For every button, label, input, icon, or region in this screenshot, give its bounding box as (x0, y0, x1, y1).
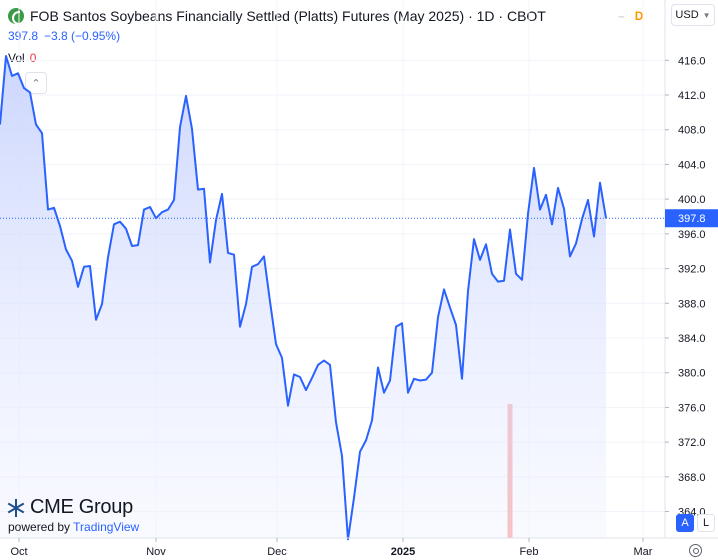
chart-header: FOB Santos Soybeans Financially Settled … (8, 6, 546, 26)
y-tick-label: 384.0 (678, 333, 706, 345)
powered-by: powered by TradingView (8, 520, 139, 534)
volume-value: 0 (29, 51, 37, 65)
chevron-down-icon: ▼ (702, 10, 711, 20)
log-scale-button[interactable]: L (697, 514, 715, 532)
market-status-icon[interactable]: – (618, 9, 625, 23)
y-tick-label: 372.0 (678, 437, 706, 449)
currency-label: USD (675, 9, 699, 21)
last-price: 397.8 (8, 29, 39, 43)
symbol-logo-icon (8, 8, 24, 25)
cme-logo-text: CME Group (30, 496, 133, 518)
header-icons: – D (618, 9, 643, 23)
symbol-title[interactable]: FOB Santos Soybeans Financially Settled … (30, 8, 546, 24)
volume-label: Vol (8, 51, 25, 65)
y-tick-label: 404.0 (678, 159, 706, 171)
tradingview-link[interactable]: TradingView (73, 520, 140, 534)
currency-select[interactable]: USD ▼ (671, 4, 715, 26)
settings-gear-icon[interactable] (689, 544, 702, 557)
y-tick-label: 416.0 (678, 55, 706, 67)
x-tick-label: Mar (634, 546, 653, 558)
y-tick-label: 388.0 (678, 298, 706, 310)
cme-logo-icon (7, 498, 25, 517)
time-axis[interactable]: Oct Nov Dec 2025 Feb Mar (10, 538, 653, 558)
last-price-tag-label: 397.8 (678, 213, 706, 225)
price-area-fill (0, 56, 606, 540)
auto-scale-button[interactable]: A (676, 514, 694, 532)
collapse-legend-button[interactable]: ⌃ (25, 72, 47, 94)
delayed-data-badge[interactable]: D (634, 9, 644, 23)
y-tick-label: 400.0 (678, 194, 706, 206)
last-price-tag-box (665, 209, 718, 228)
y-tick-label: 412.0 (678, 90, 706, 102)
cme-group-logo: CME Group (7, 496, 133, 519)
y-tick-label: 396.0 (678, 229, 706, 241)
y-tick-label: 376.0 (678, 402, 706, 414)
last-price-tag: 397.8 (665, 209, 718, 228)
y-tick-label: 380.0 (678, 368, 706, 380)
price-readout: 397.8 −3.8 (−0.95%) (8, 29, 120, 43)
volume-legend: Vol 0 (8, 51, 36, 65)
price-change: −3.8 (−0.95%) (44, 29, 121, 43)
x-tick-label: 2025 (391, 546, 415, 558)
x-tick-label: Nov (146, 546, 166, 558)
y-tick-label: 408.0 (678, 125, 706, 137)
y-tick-label: 368.0 (678, 472, 706, 484)
x-tick-label: Oct (10, 546, 27, 558)
x-tick-label: Dec (267, 546, 287, 558)
price-axis[interactable]: 364.0368.0372.0376.0380.0384.0388.0392.0… (665, 55, 706, 519)
x-tick-label: Feb (520, 546, 539, 558)
powered-by-label: powered by (8, 520, 71, 534)
price-line (0, 55, 607, 541)
chevron-up-icon: ⌃ (31, 77, 41, 90)
y-tick-label: 392.0 (678, 264, 706, 276)
